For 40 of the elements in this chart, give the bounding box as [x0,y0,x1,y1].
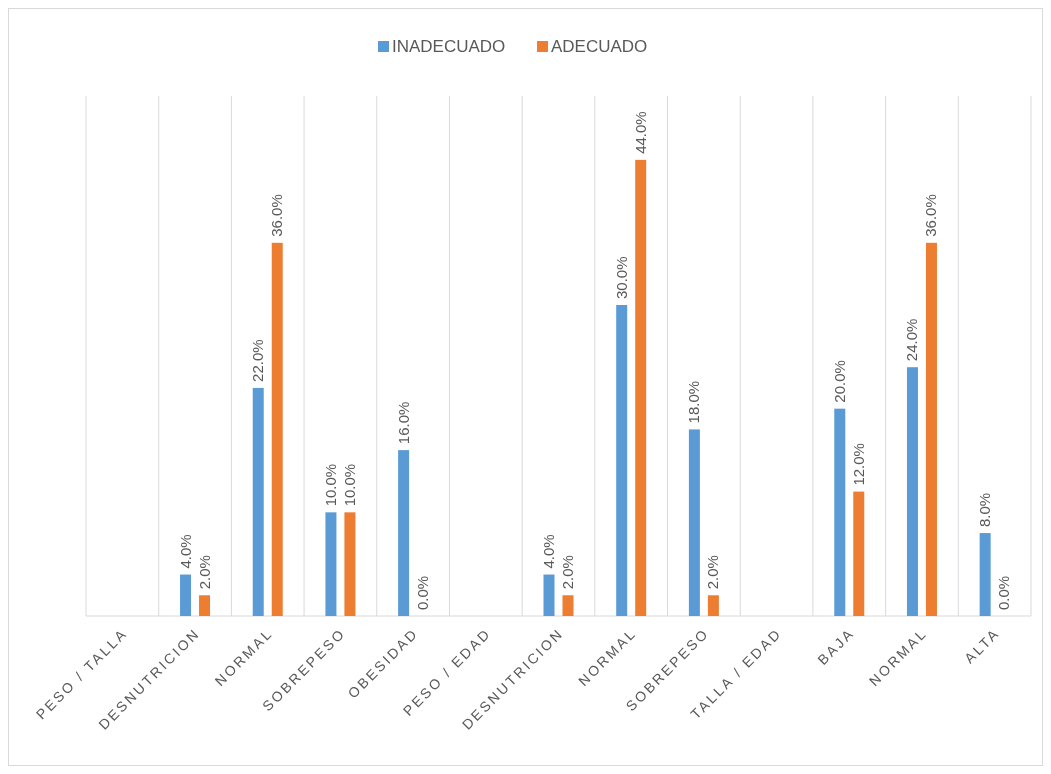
bar [834,408,846,616]
data-label: 30.0% [612,256,630,299]
bar [271,242,283,616]
data-label: 16.0% [394,401,412,445]
bar [707,595,719,616]
data-label: 10.0% [321,463,339,507]
bar [979,533,991,616]
bar [562,595,574,616]
data-label: 22.0% [249,339,267,382]
data-label: 18.0% [685,380,703,424]
data-label: 36.0% [922,194,940,237]
bar [543,574,555,616]
bar [635,159,647,616]
bar [925,242,937,616]
data-label: 24.0% [903,318,921,362]
bar [398,450,410,616]
bar [688,429,700,616]
data-label: 0.0% [413,575,431,610]
data-label: 4.0% [176,534,194,569]
data-label: 2.0% [559,555,576,590]
data-label: 2.0% [195,555,213,590]
data-label: 8.0% [976,492,994,528]
data-label: 2.0% [704,555,722,590]
bar [616,305,628,616]
bar [199,595,211,616]
data-label: 20.0% [830,360,848,403]
bar [180,574,192,616]
bar [252,387,264,616]
legend-label: ADECUADO [551,37,648,56]
data-label: 12.0% [849,443,867,486]
bar [853,491,865,616]
legend-label: INADECUADO [392,37,506,56]
data-label: 36.0% [268,194,286,237]
data-label: 0.0% [995,575,1013,610]
bar [325,512,337,616]
data-label: 4.0% [540,534,557,569]
bar [344,512,356,616]
data-label: 10.0% [340,463,358,507]
data-label: 44.0% [631,111,649,154]
bar [906,367,918,616]
